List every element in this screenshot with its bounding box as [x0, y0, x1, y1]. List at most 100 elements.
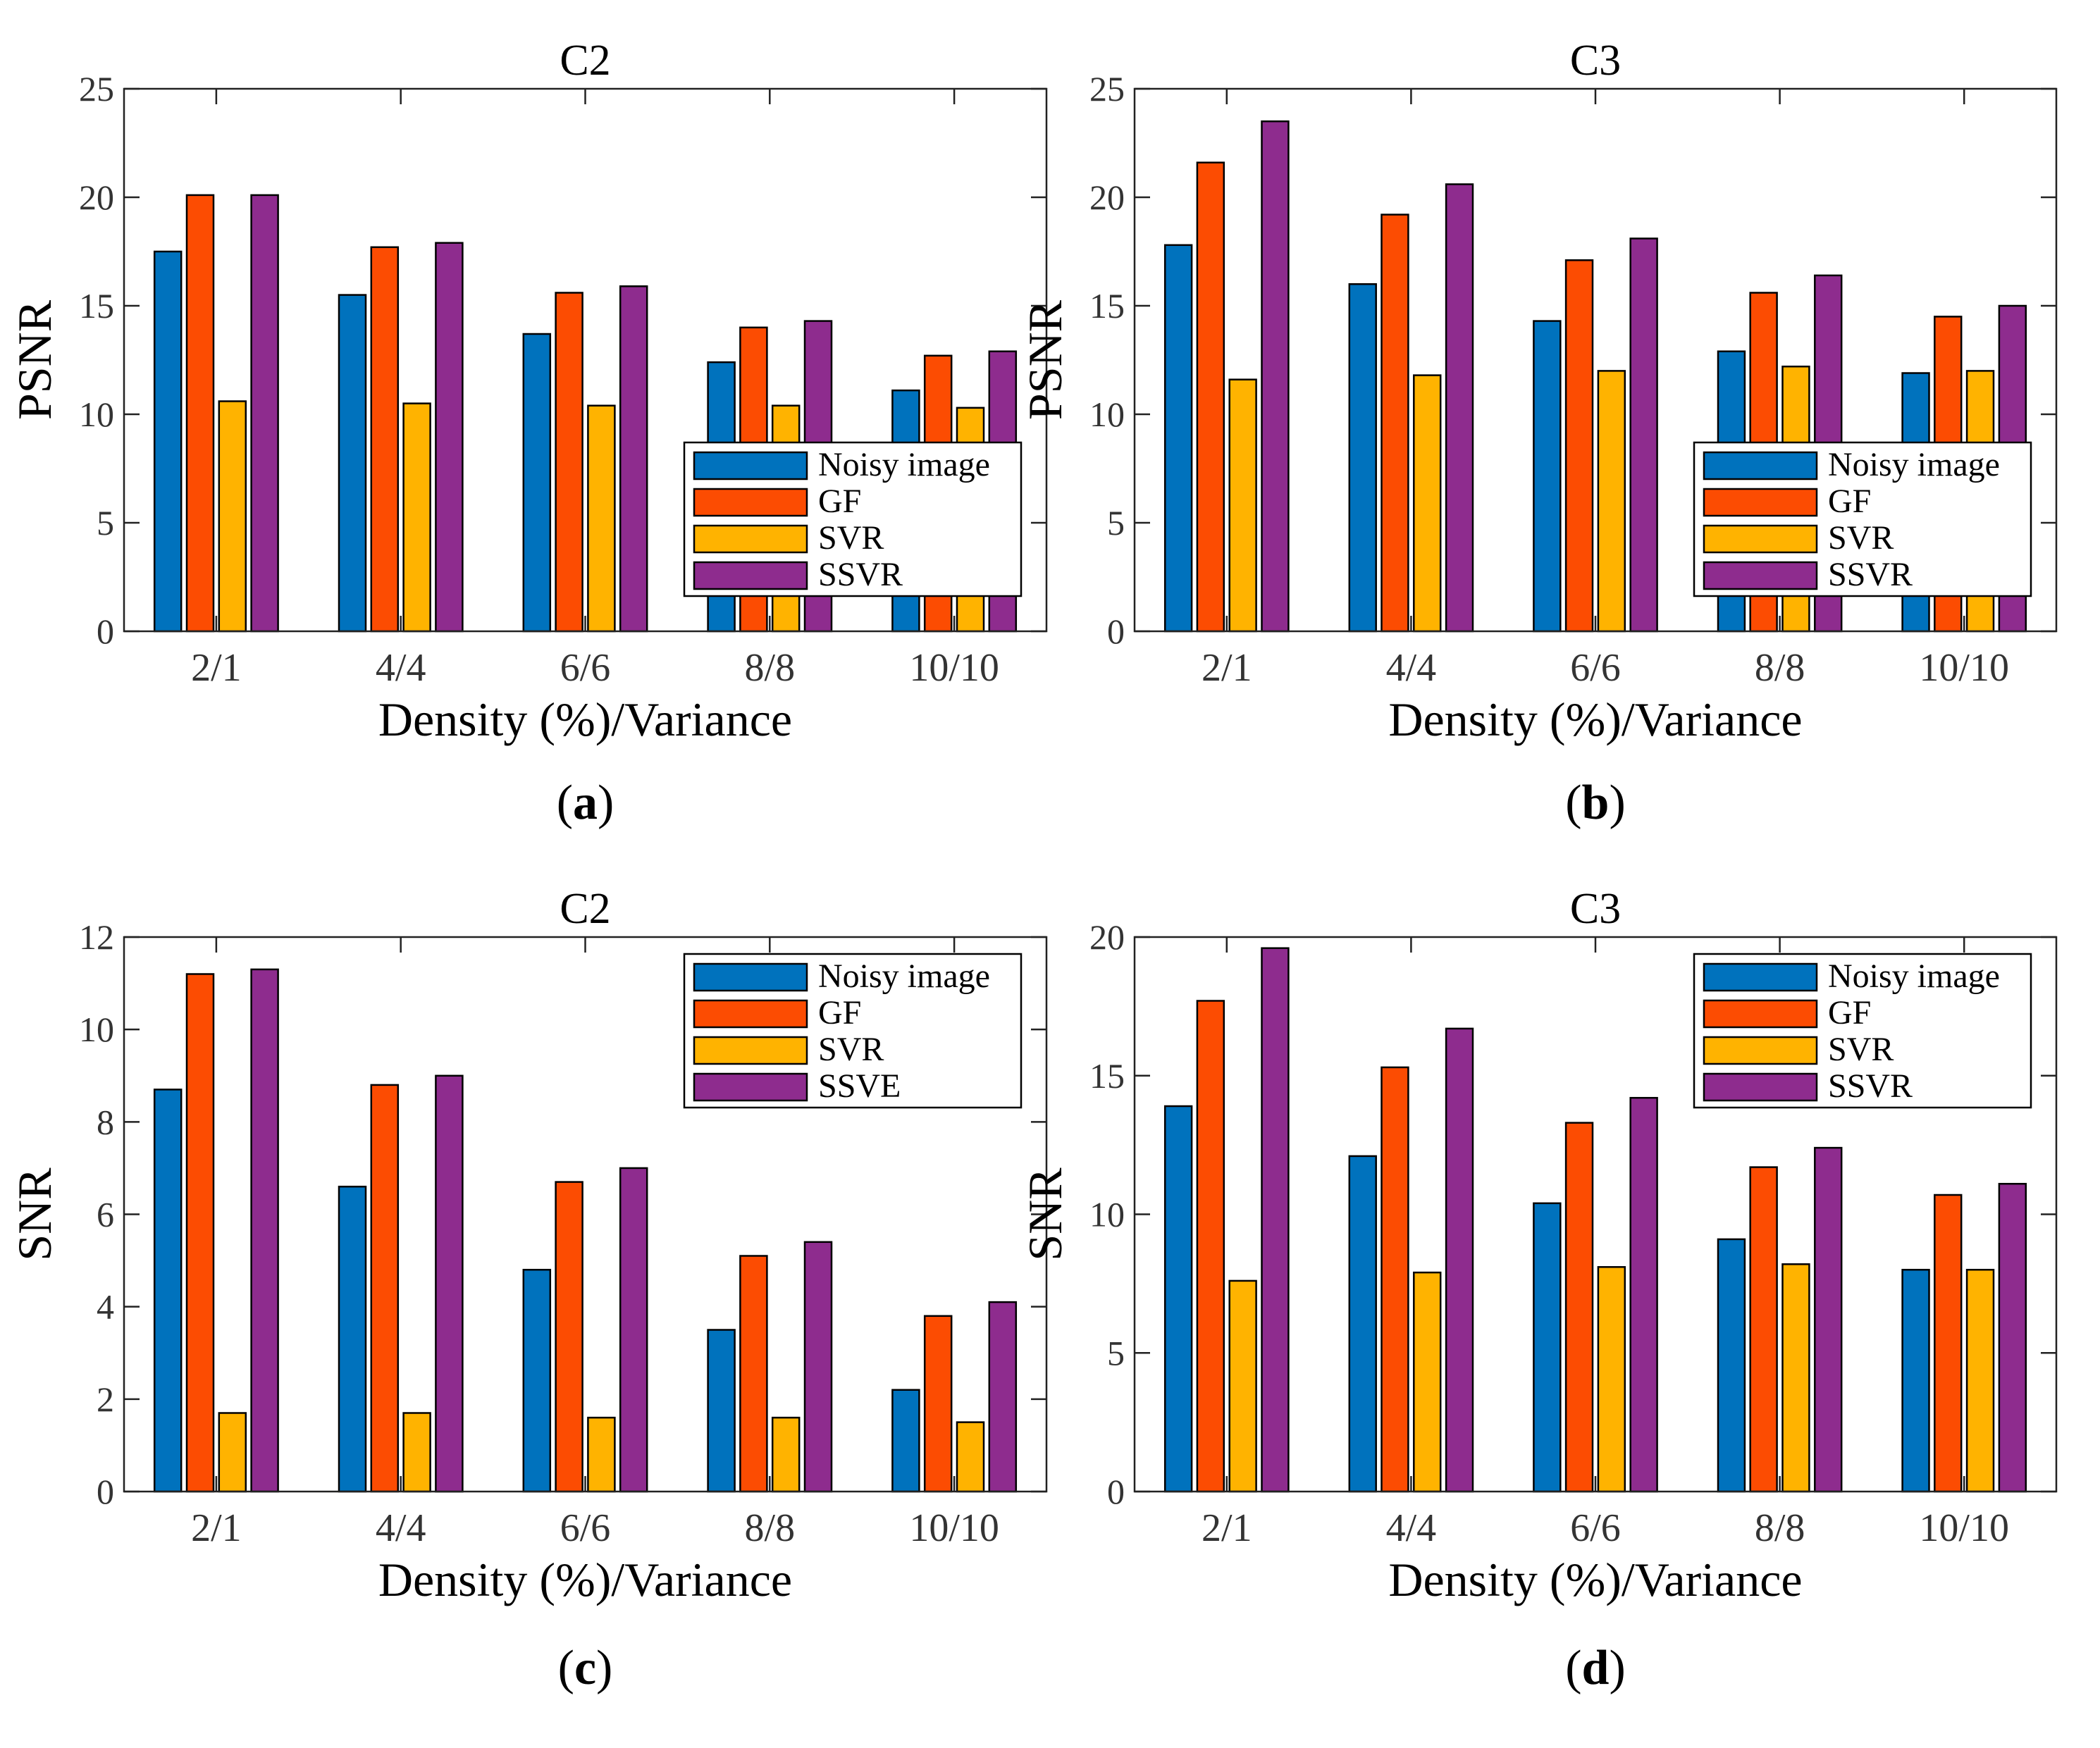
x-axis-label: Density (%)/Variance: [378, 693, 792, 746]
x-tick-label: 8/8: [745, 646, 796, 690]
legend-label: Noisy image: [818, 446, 990, 483]
bar-svr-10-10: [956, 1421, 985, 1493]
y-tick-label: 0: [97, 1472, 114, 1511]
y-tick-label: 10: [1089, 1195, 1125, 1234]
x-tick-label: 6/6: [560, 646, 611, 690]
x-axis-label: Density (%)/Variance: [1388, 1553, 1802, 1606]
x-tick-label: 6/6: [1570, 1506, 1621, 1550]
y-tick-label: 20: [1089, 917, 1125, 957]
x-tick-label: 4/4: [376, 1506, 426, 1550]
panel-letter: d: [1582, 1641, 1610, 1695]
bar-ssve-4-4: [435, 1074, 464, 1493]
bar-gf-2-1: [185, 973, 215, 1493]
x-tick-label: 8/8: [745, 1506, 796, 1550]
y-tick-label: 10: [79, 1010, 114, 1049]
bar-gf-4-4: [370, 1084, 400, 1493]
panel-label-open: (: [558, 1641, 574, 1695]
x-tick-label: 10/10: [1919, 1506, 2009, 1550]
bar-gf-2-1: [185, 194, 215, 633]
bar-ssve-10-10: [988, 1301, 1018, 1493]
bar-gf-6-6: [1564, 259, 1594, 633]
bar-ssvr-6-6: [1629, 237, 1658, 633]
chart-title: C3: [1570, 37, 1621, 85]
bar-gf-4-4: [1381, 213, 1409, 633]
legend-label: GF: [1828, 994, 1871, 1031]
chart-title: C3: [1570, 885, 1621, 933]
bar-noisy-image-6-6: [1533, 320, 1562, 633]
x-tick-label: 10/10: [1919, 646, 2009, 690]
bar-noisy-image-6-6: [522, 333, 552, 633]
bar-svr-4-4: [402, 1412, 431, 1493]
y-tick-label: 4: [97, 1287, 114, 1327]
legend-swatch: [693, 451, 808, 481]
bar-noisy-image-6-6: [1533, 1202, 1562, 1493]
x-tick-label: 2/1: [1202, 646, 1252, 690]
panel-label-close: ): [596, 1641, 612, 1695]
x-tick-label: 10/10: [909, 646, 999, 690]
chart-panel-a: 0 5 10 15 20 25 2/1 4/4 6/6 8/8 10/10 C2 Density (%)…: [8, 37, 1048, 830]
bar-svr-6-6: [587, 404, 616, 633]
x-tick-label: 2/1: [191, 1506, 242, 1550]
bar-gf-4-4: [1381, 1066, 1409, 1493]
bar-noisy-image-6-6: [522, 1268, 552, 1493]
y-tick-label: 15: [1089, 286, 1125, 326]
panel-label-open: (: [1565, 1641, 1581, 1695]
x-tick-label: 4/4: [376, 646, 426, 690]
bar-ssvr-2-1: [250, 194, 279, 633]
panel-label-close: ): [1609, 1641, 1625, 1695]
bar-ssve-8-8: [803, 1241, 833, 1493]
bar-noisy-image-10-10: [1901, 1268, 1930, 1493]
chart-panel-d: 0 5 10 15 20 2/1 4/4 6/6 8/8 10/10 C3 Density (%)/V…: [1018, 885, 2058, 1695]
bar-gf-2-1: [1196, 1000, 1225, 1493]
bar-ssvr-2-1: [1261, 947, 1290, 1493]
bar-noisy-image-8-8: [1717, 1238, 1746, 1493]
bar-svr-8-8: [771, 1416, 801, 1493]
panel-label-open: (: [557, 776, 573, 830]
legend-swatch: [1703, 488, 1818, 517]
bar-ssve-2-1: [250, 968, 279, 1493]
bar-gf-10-10: [923, 1315, 953, 1493]
bar-svr-2-1: [218, 1412, 247, 1493]
y-tick-label: 12: [79, 917, 114, 957]
x-tick-label: 2/1: [1202, 1506, 1252, 1550]
legend-label: Noisy image: [1828, 957, 2000, 995]
bar-gf-2-1: [1196, 161, 1225, 633]
legend-swatch: [1703, 1036, 1818, 1065]
legend-swatch: [1703, 451, 1818, 481]
y-tick-label: 15: [1089, 1056, 1125, 1096]
legend-label: SSVR: [1828, 1067, 1913, 1105]
legend-label: SVR: [818, 1031, 884, 1068]
legend-label: SSVR: [818, 556, 903, 593]
legend-swatch: [693, 561, 808, 590]
bar-noisy-image-2-1: [153, 1089, 183, 1493]
bar-noisy-image-4-4: [338, 294, 367, 633]
bar-noisy-image-2-1: [153, 250, 183, 633]
y-tick-label: 0: [1107, 1472, 1125, 1511]
x-tick-label: 6/6: [1570, 646, 1621, 690]
legend-swatch: [693, 1072, 808, 1102]
y-axis-label: SNR: [1018, 1167, 1072, 1261]
legend-label: GF: [818, 483, 861, 520]
x-axis-label: Density (%)/Variance: [1388, 693, 1802, 746]
legend-label: SVR: [818, 519, 884, 557]
legend-swatch: [693, 1036, 808, 1065]
bar-noisy-image-2-1: [1163, 244, 1193, 633]
bar-svr-6-6: [587, 1416, 616, 1493]
bar-gf-6-6: [555, 292, 583, 633]
y-tick-label: 6: [97, 1195, 114, 1234]
panel-label-close: ): [598, 776, 614, 830]
bar-svr-2-1: [218, 400, 247, 633]
bar-ssvr-4-4: [435, 242, 464, 633]
panel-label-close: ): [1609, 776, 1625, 830]
bar-noisy-image-2-1: [1163, 1105, 1193, 1493]
bar-ssvr-4-4: [1445, 1027, 1474, 1493]
bar-noisy-image-10-10: [891, 1389, 920, 1493]
y-axis-label: PSNR: [8, 299, 61, 420]
bar-ssvr-10-10: [1998, 1182, 2027, 1493]
bar-svr-4-4: [402, 402, 431, 633]
y-tick-label: 10: [1089, 395, 1125, 434]
panel-letter: b: [1582, 776, 1610, 830]
legend-label: SSVE: [818, 1067, 901, 1105]
bar-svr-2-1: [1228, 1279, 1257, 1493]
legend-swatch: [1703, 524, 1818, 554]
